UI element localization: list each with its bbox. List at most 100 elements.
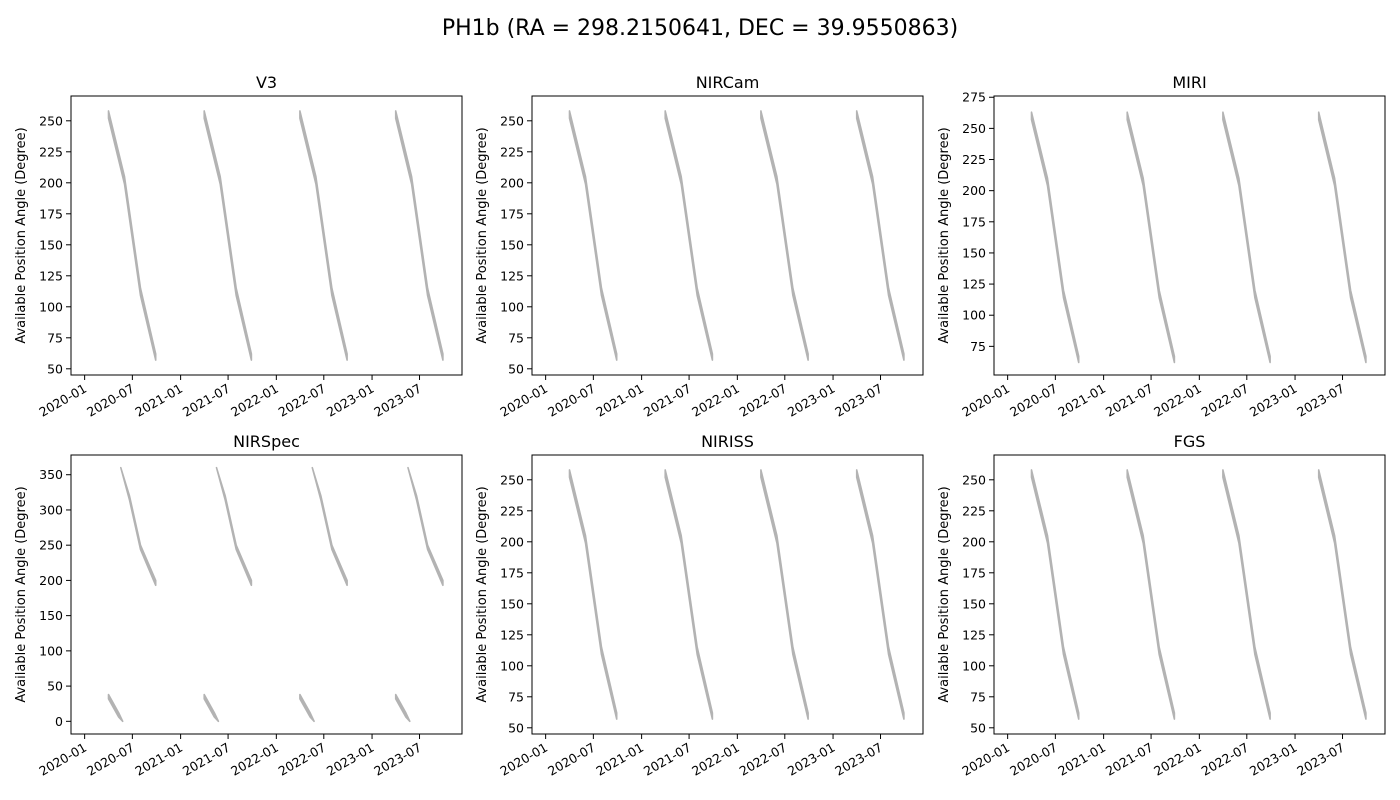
y-axis-label: Available Position Angle (Degree) [475,127,490,343]
visibility-band [394,110,444,361]
y-tick-label: 175 [39,206,63,221]
y-tick-label: 75 [508,689,524,704]
y-tick-label: 200 [500,175,524,190]
y-tick-label: 50 [508,361,524,376]
axes-frame [531,95,924,376]
y-axis-label: Available Position Angle (Degree) [475,486,490,702]
y-tick-label: 175 [500,206,524,221]
y-tick-label: 50 [47,679,63,694]
visibility-band [1317,469,1367,720]
y-tick-label: 100 [500,299,524,314]
visibility-band [568,469,618,720]
y-tick-label: 175 [962,565,986,580]
y-tick-label: 125 [39,268,63,283]
visibility-band [855,469,905,720]
y-tick-label: 100 [39,643,63,658]
visibility-band [1317,111,1367,364]
subplot-title: NIRSpec [233,432,300,451]
visibility-band [760,469,809,720]
y-tick-label: 225 [962,503,986,518]
axes-frame [993,454,1386,735]
y-axis-label: Available Position Angle (Degree) [937,127,952,343]
y-tick-label: 300 [39,502,63,517]
y-tick-label: 200 [962,183,986,198]
y-tick-label: 150 [962,245,986,260]
axes-frame [531,454,924,735]
visibility-band [203,110,253,361]
visibility-band [1222,469,1271,720]
y-tick-label: 125 [962,627,986,642]
y-tick-label: 150 [500,596,524,611]
y-tick-label: 50 [970,720,986,735]
subplot-miri: MIRI Available Position Angle (Degree) 75 1… [937,73,1386,420]
y-tick-label: 275 [962,90,986,105]
y-tick-label: 250 [500,113,524,128]
axes-frame [993,95,1386,376]
y-tick-label: 200 [39,175,63,190]
visibility-band [299,693,315,723]
y-tick-label: 150 [39,237,63,252]
y-axis-label: Available Position Angle (Degree) [937,486,952,702]
y-tick-label: 175 [962,214,986,229]
y-tick-label: 100 [39,299,63,314]
visibility-band [120,466,157,587]
axes-frame [70,95,463,376]
subplot-title: V3 [256,73,277,92]
y-tick-label: 250 [962,121,986,136]
visibility-band [1222,111,1271,364]
y-tick-label: 250 [39,538,63,553]
visibility-band [664,469,714,720]
axes-frame [70,454,463,735]
y-tick-label: 125 [500,268,524,283]
y-tick-label: 225 [39,144,63,159]
y-axis-label: Available Position Angle (Degree) [14,127,29,343]
y-tick-label: 250 [500,472,524,487]
y-tick-label: 225 [500,144,524,159]
y-tick-label: 100 [962,308,986,323]
visibility-band [394,693,411,723]
y-tick-label: 200 [500,534,524,549]
subplot-title: NIRCam [696,73,760,92]
subplot-title: NIRISS [701,432,754,451]
visibility-band [107,693,124,723]
y-tick-label: 50 [508,720,524,735]
y-tick-label: 75 [47,330,63,345]
y-tick-label: 150 [962,596,986,611]
visibility-band [664,110,714,361]
y-tick-label: 200 [962,534,986,549]
y-tick-label: 50 [47,361,63,376]
y-tick-label: 250 [39,113,63,128]
visibility-band [407,466,444,587]
y-tick-label: 150 [500,237,524,252]
subplot-title: FGS [1174,432,1206,451]
y-tick-label: 175 [500,565,524,580]
visibility-band [107,110,157,361]
visibility-band [1030,111,1080,364]
y-tick-label: 75 [970,689,986,704]
y-axis-label: Available Position Angle (Degree) [14,486,29,702]
visibility-band [568,110,618,361]
y-tick-label: 75 [970,339,986,354]
y-tick-label: 250 [962,472,986,487]
y-tick-label: 200 [39,573,63,588]
visibility-band [299,110,348,361]
y-tick-label: 75 [508,330,524,345]
figure-title: PH1b (RA = 298.2150641, DEC = 39.9550863… [442,16,958,41]
visibility-band [203,693,220,723]
y-tick-label: 0 [55,714,63,729]
visibility-band [215,466,253,587]
y-tick-label: 125 [500,627,524,642]
subplot-title: MIRI [1172,73,1206,92]
y-tick-label: 100 [500,658,524,673]
y-tick-label: 225 [500,503,524,518]
y-tick-label: 225 [962,152,986,167]
y-tick-label: 150 [39,608,63,623]
visibility-band [1030,469,1080,720]
visibility-band [1126,111,1176,364]
visibility-band [1126,469,1176,720]
visibility-band [855,110,905,361]
visibility-band [760,110,809,361]
visibility-band [311,466,348,587]
y-tick-label: 125 [962,277,986,292]
